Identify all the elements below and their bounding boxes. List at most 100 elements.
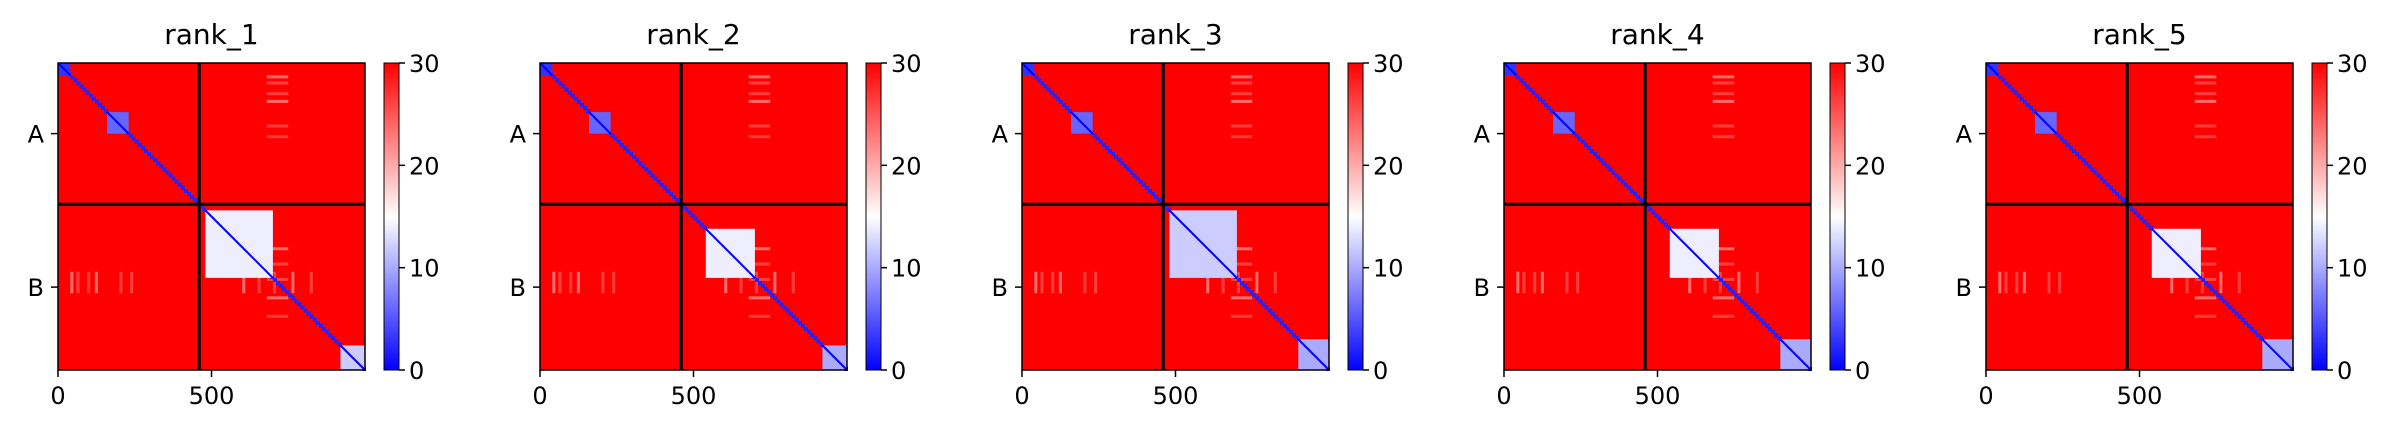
- heatmap-stripe: [2047, 271, 2051, 294]
- heatmap-diagonal-cell: [816, 339, 821, 344]
- heatmap-diagonal-cell: [2127, 204, 2132, 209]
- heatmap-diagonal-cell: [619, 142, 624, 147]
- heatmap-stripe: [94, 271, 98, 294]
- colorbar-tick-label: 10: [1373, 255, 1404, 283]
- heatmap-diagonal-cell: [168, 173, 173, 178]
- heatmap-diagonal-cell: [318, 323, 324, 329]
- heatmap-stripe: [754, 271, 758, 294]
- heatmap-domain-diagonal: [821, 344, 848, 371]
- heatmap-diagonal-cell: [303, 308, 308, 313]
- heatmap-stripe: [266, 296, 289, 300]
- heatmap-stripe: [130, 271, 134, 294]
- x-tick-label: 0: [1978, 382, 1993, 410]
- colorbar-tick-label: 0: [2337, 357, 2352, 385]
- heatmap-diagonal-cell: [2071, 148, 2077, 154]
- heatmap-diagonal-cell: [1663, 222, 1668, 227]
- heatmap-diagonal-cell: [275, 280, 281, 286]
- x-tick-label: 500: [189, 382, 235, 410]
- heatmap-diagonal-cell: [1046, 87, 1051, 92]
- y-tick-label: B: [28, 274, 44, 302]
- heatmap-diagonal-cell: [1120, 161, 1125, 166]
- heatmap-diagonal-cell: [782, 305, 787, 310]
- heatmap-stripe: [1230, 247, 1253, 251]
- heatmap-stripe: [2237, 271, 2241, 294]
- heatmap-diagonal-cell: [306, 311, 311, 316]
- x-tick-label: 500: [671, 382, 717, 410]
- heatmap-diagonal-cell: [2019, 96, 2024, 101]
- heatmap-diagonal-cell: [285, 290, 290, 295]
- heatmap-stripe: [1221, 271, 1225, 294]
- pae-panel-4: rank_4 0 500 A B 0 10 20 30: [1474, 18, 1886, 410]
- heatmap-diagonal-cell: [2032, 109, 2037, 114]
- heatmap-diagonal-cell: [1166, 207, 1171, 212]
- heatmap-diagonal-cell: [1534, 93, 1539, 98]
- y-tick-label: B: [1956, 274, 1972, 302]
- heatmap-diagonal-cell: [1276, 317, 1281, 322]
- heatmap-diagonal-cell: [2102, 179, 2107, 184]
- heatmap-diagonal-cell: [1774, 333, 1779, 338]
- heatmap-stripe: [266, 135, 289, 139]
- heatmap-diagonal-cell: [1163, 204, 1168, 209]
- heatmap-diagonal-cell: [647, 170, 652, 175]
- y-tick-label: A: [1956, 121, 1973, 149]
- heatmap-diagonal-cell: [1731, 290, 1736, 295]
- heatmap-diagonal-cell: [1135, 176, 1140, 181]
- heatmap-diagonal-cell: [1593, 152, 1598, 157]
- heatmap-diagonal-cell: [1740, 299, 1745, 304]
- heatmap-stripe: [1712, 81, 1735, 85]
- heatmap-diagonal-cell: [632, 155, 637, 160]
- heatmap-domain-diagonal: [1503, 62, 1517, 76]
- colorbar: [865, 62, 882, 371]
- heatmap-diagonal-cell: [2203, 280, 2209, 286]
- heatmap-diagonal-cell: [653, 176, 658, 181]
- heatmap-diagonal-cell: [2010, 87, 2015, 92]
- colorbar: [383, 62, 400, 371]
- heatmap-diagonal-cell: [1255, 296, 1260, 301]
- heatmap-diagonal-cell: [754, 277, 759, 282]
- heatmap-diagonal-cell: [1771, 330, 1776, 335]
- heatmap-diagonal-cell: [131, 136, 136, 141]
- heatmap-diagonal-cell: [610, 133, 615, 138]
- heatmap-diagonal-cell: [570, 93, 575, 98]
- heatmap-diagonal-cell: [2056, 133, 2061, 138]
- heatmap-domain-diagonal: [2034, 111, 2058, 135]
- heatmap-diagonal-cell: [2078, 155, 2083, 160]
- heatmap-stripe: [1737, 271, 1741, 294]
- heatmap-diagonal-cell: [2090, 167, 2095, 172]
- heatmap-diagonal-cell: [322, 327, 327, 332]
- colorbar-tick-label: 30: [1373, 50, 1404, 78]
- heatmap-diagonal-cell: [2084, 161, 2089, 166]
- colorbar-tick-label: 10: [2337, 255, 2368, 283]
- heatmap-stripe: [748, 262, 771, 266]
- heatmap-stripe: [2194, 81, 2217, 85]
- heatmap-diagonal-cell: [1725, 284, 1730, 289]
- heatmap-stripe: [1273, 271, 1277, 294]
- heatmap-diagonal-cell: [622, 145, 627, 150]
- heatmap-diagonal-cell: [2139, 216, 2144, 221]
- heatmap-diagonal-cell: [2007, 84, 2012, 89]
- heatmap-stripe: [1516, 271, 1520, 294]
- heatmap-diagonal-cell: [88, 93, 93, 98]
- heatmap-diagonal-cell: [104, 109, 109, 114]
- heatmap-stripe: [1540, 271, 1544, 294]
- heatmap-stripe: [2194, 92, 2217, 96]
- heatmap-domain-diagonal: [339, 344, 366, 371]
- heatmap-stripe: [773, 271, 777, 294]
- heatmap-diagonal-cell: [190, 195, 195, 200]
- heatmap-diagonal-cell: [1746, 305, 1751, 310]
- heatmap-diagonal-cell: [770, 293, 775, 298]
- heatmap-diagonal-cell: [282, 287, 287, 292]
- x-tick-label: 500: [1153, 382, 1199, 410]
- heatmap-stripe: [266, 99, 289, 103]
- heatmap-diagonal-cell: [791, 314, 796, 319]
- heatmap-diagonal-cell: [2213, 290, 2218, 295]
- heatmap-diagonal-cell: [650, 173, 655, 178]
- heatmap-diagonal-cell: [2105, 182, 2110, 187]
- heatmap-domain-diagonal: [204, 209, 274, 279]
- heatmap-diagonal-cell: [150, 155, 155, 160]
- heatmap-diagonal-cell: [1129, 170, 1134, 175]
- heatmap-diagonal-cell: [279, 284, 284, 289]
- heatmap-diagonal-cell: [76, 81, 81, 86]
- heatmap-stripe: [1058, 271, 1062, 294]
